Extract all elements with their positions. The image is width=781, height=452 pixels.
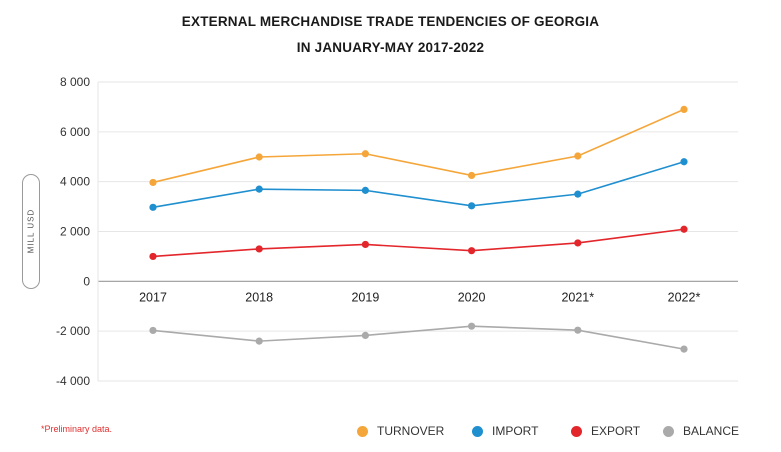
y-axis-label: MILL USD	[26, 208, 36, 254]
data-point-turnover	[149, 178, 157, 187]
data-point-turnover	[574, 152, 582, 160]
y-tick-label: 4 000	[60, 175, 90, 189]
data-point-export	[680, 225, 688, 233]
chart-title: EXTERNAL MERCHANDISE TRADE TENDENCIES OF…	[181, 14, 600, 29]
legend-marker-import	[472, 425, 483, 437]
legend-label-balance: BALANCE	[683, 424, 740, 438]
data-point-balance	[361, 331, 369, 340]
data-point-balance	[574, 326, 582, 334]
x-tick-label: 2018	[245, 290, 273, 304]
y-tick-label: 6 000	[60, 125, 90, 139]
data-point-balance	[255, 337, 263, 345]
data-point-export	[574, 239, 582, 247]
series-line-balance	[152, 325, 685, 350]
y-axis-label-frame	[22, 174, 40, 289]
x-tick-label: 2022*	[668, 290, 701, 304]
data-point-turnover	[680, 105, 688, 114]
data-point-import	[680, 158, 688, 166]
x-tick-label: 2017	[139, 290, 167, 304]
data-point-export	[468, 247, 476, 255]
series-line-turnover	[152, 108, 685, 184]
x-tick-label: 2021*	[561, 290, 594, 304]
legend-marker-balance	[663, 425, 674, 437]
data-point-import	[149, 203, 157, 211]
y-tick-label: 2 000	[60, 225, 90, 239]
y-tick-label: 8 000	[60, 75, 90, 89]
legend-marker-export	[571, 425, 582, 437]
y-tick-label: -2 000	[56, 324, 90, 338]
data-point-export	[255, 245, 263, 253]
data-point-balance	[149, 326, 157, 335]
series-line-import	[152, 160, 685, 209]
data-point-export	[149, 252, 157, 261]
x-tick-label: 2020	[458, 290, 486, 304]
data-point-import	[361, 186, 369, 194]
data-point-turnover	[361, 150, 369, 158]
data-point-import	[574, 190, 582, 198]
data-point-turnover	[468, 171, 476, 180]
data-point-turnover	[255, 153, 263, 161]
legend-marker-turnover	[357, 425, 368, 437]
data-point-import	[255, 185, 263, 193]
legend-item-export: EXPORT	[571, 424, 640, 438]
legend-item-turnover: TURNOVER	[357, 424, 444, 438]
chart-subtitle: IN JANUARY-MAY 2017-2022	[296, 40, 485, 55]
footnote: *Preliminary data.	[41, 424, 113, 434]
y-tick-label: 0	[83, 274, 90, 288]
legend-label-export: EXPORT	[591, 424, 641, 438]
legend-label-turnover: TURNOVER	[377, 424, 445, 438]
legend-item-import: IMPORT	[472, 424, 538, 438]
x-tick-label: 2019	[351, 290, 379, 304]
legend-label-import: IMPORT	[492, 424, 539, 438]
legend-item-balance: BALANCE	[663, 424, 739, 438]
y-tick-label: -4 000	[56, 374, 90, 388]
data-point-import	[468, 202, 476, 210]
data-point-export	[361, 240, 369, 249]
data-point-balance	[680, 345, 688, 353]
series-line-export	[152, 228, 685, 258]
data-point-balance	[468, 322, 476, 330]
